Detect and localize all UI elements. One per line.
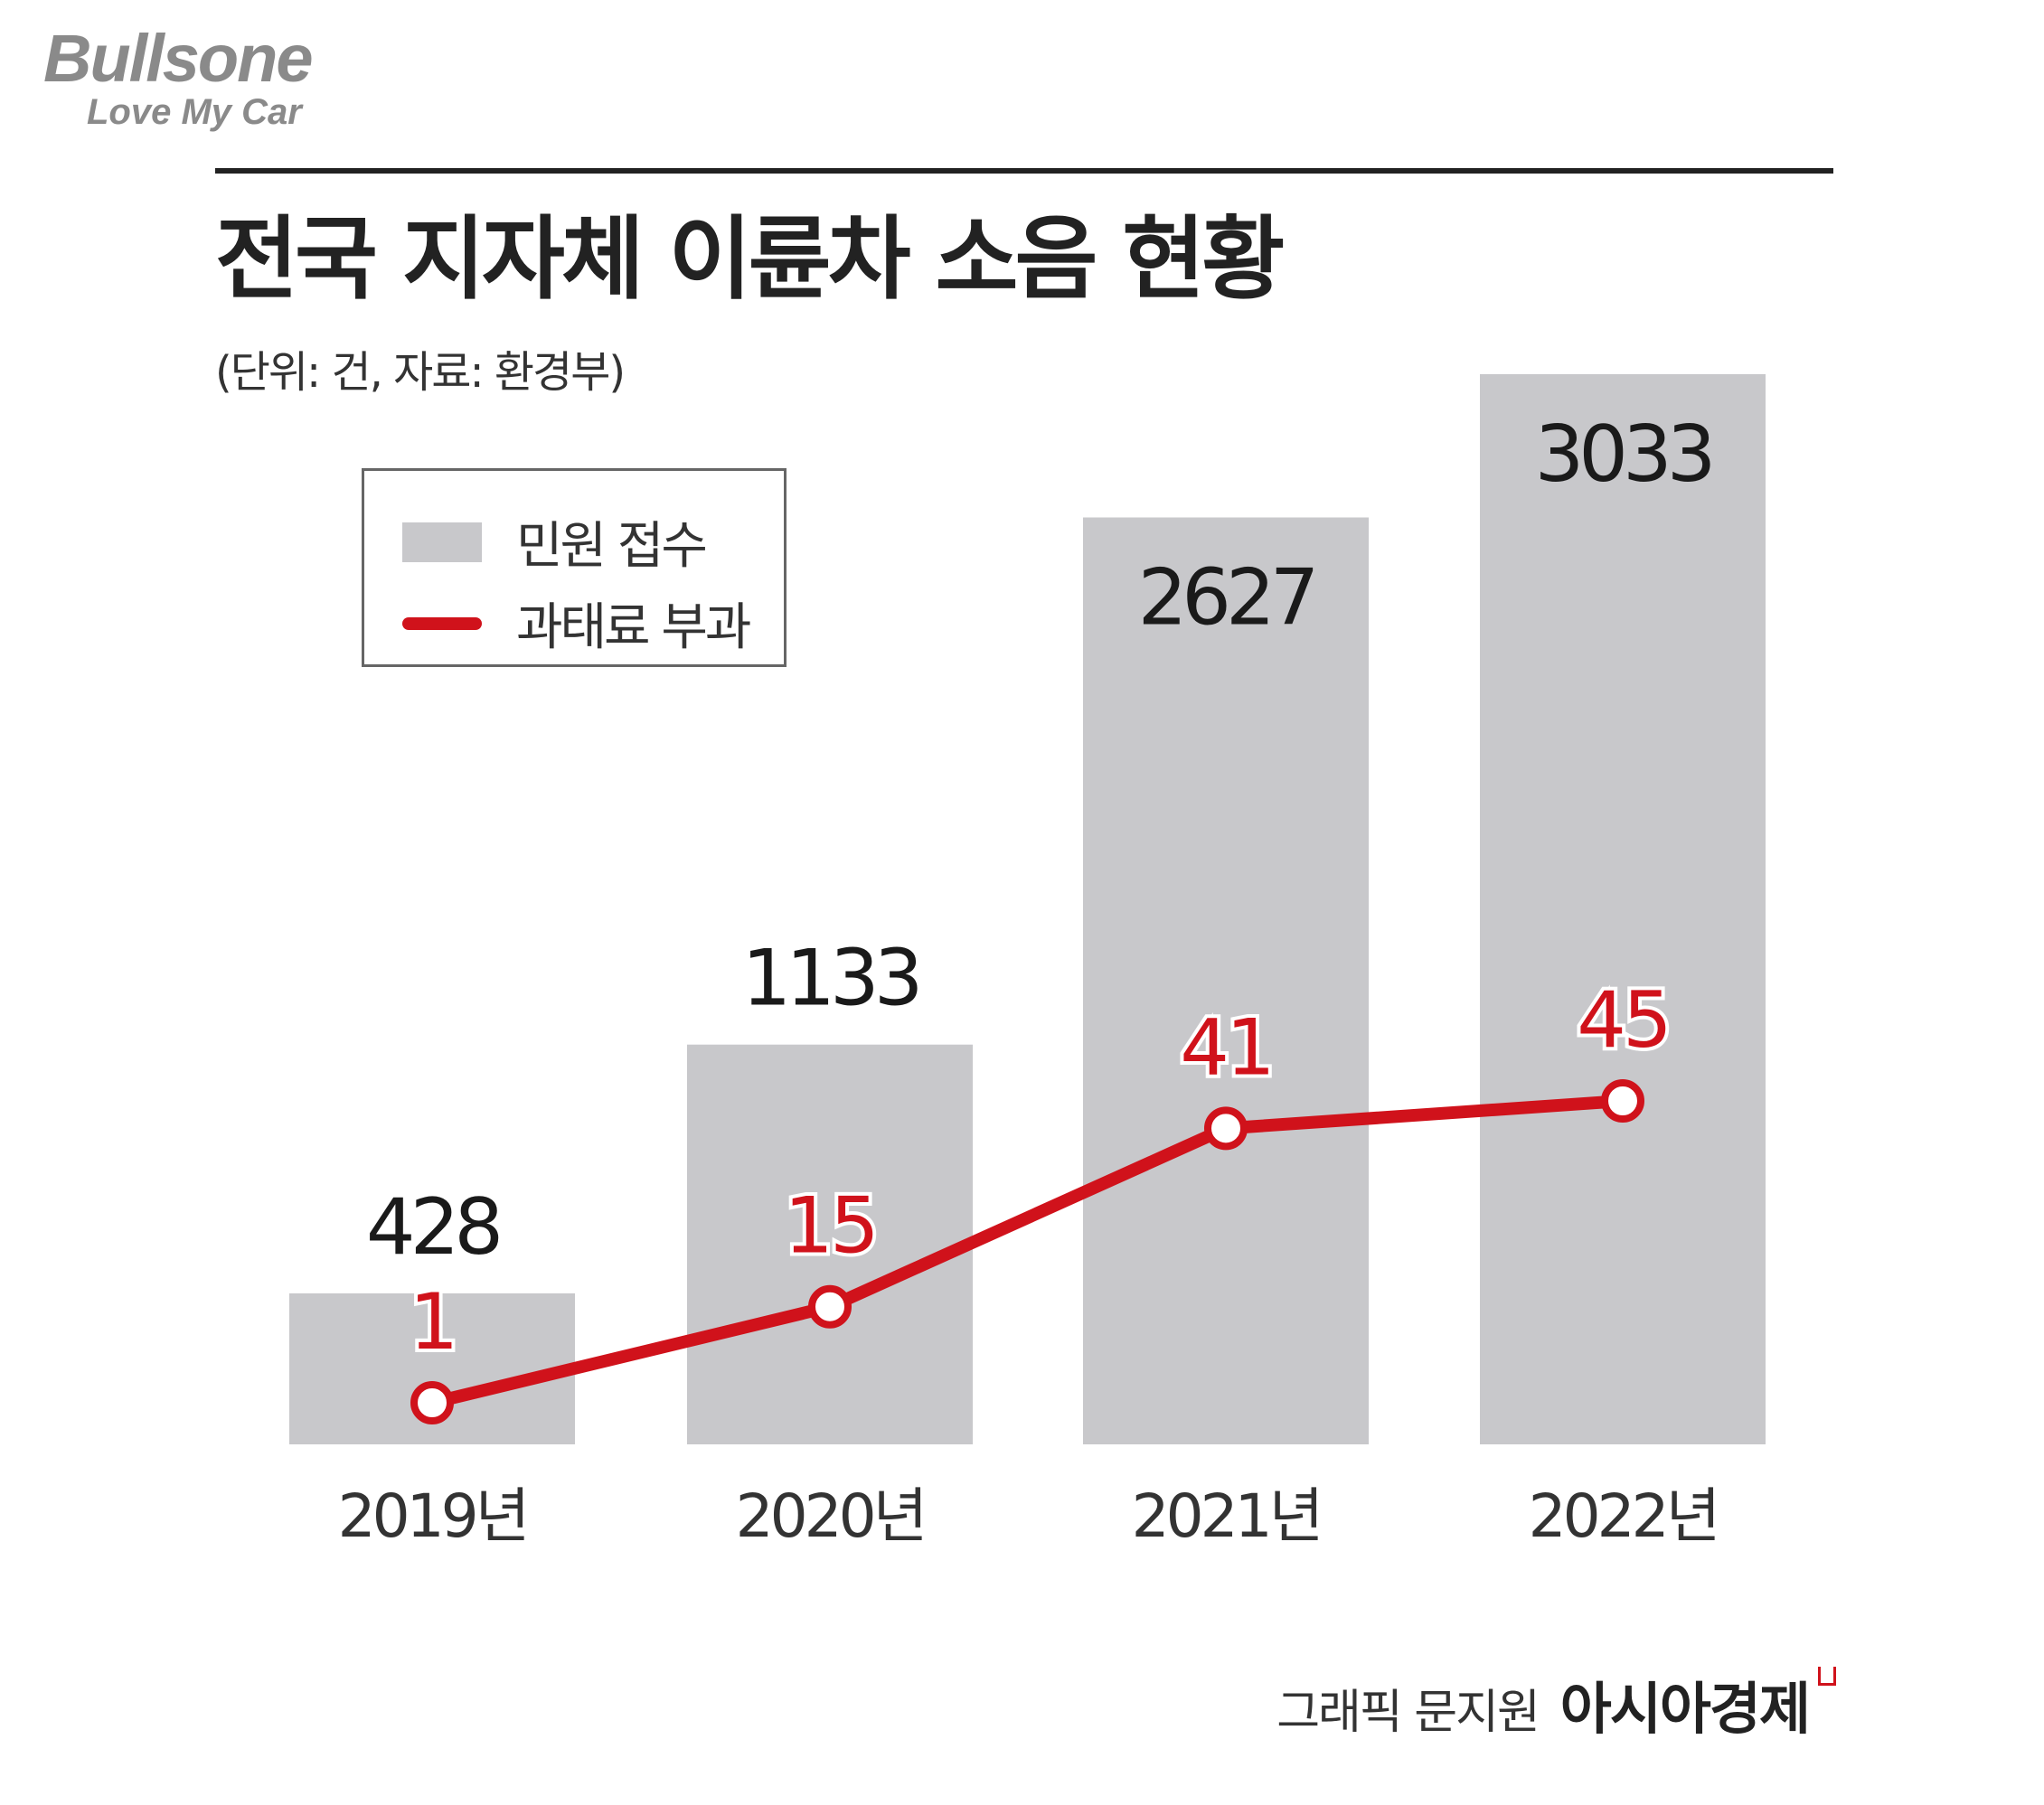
- bar-value-label: 2627: [1138, 552, 1314, 643]
- bar-value-label: 3033: [1535, 409, 1711, 500]
- logo-name: Bullsone: [43, 21, 313, 96]
- line-point: [410, 1381, 454, 1424]
- line-series-path: [426, 1095, 1629, 1409]
- chart-legend: 민원 접수 과태료 부과: [362, 468, 787, 667]
- bar-2021년: [1083, 517, 1369, 1445]
- line-value-label: 41: [1180, 1002, 1271, 1093]
- bar-2020년: [687, 1044, 973, 1444]
- chart-title: 전국 지자체 이륜차 소음 현황: [215, 206, 1285, 312]
- legend-swatch-line: [402, 616, 482, 630]
- line-value-label: 1: [410, 1277, 456, 1368]
- line-value-label: 15: [784, 1181, 875, 1272]
- x-tick-label: 2022년: [1529, 1481, 1718, 1551]
- chart-subtitle: (단위: 건, 자료: 환경부): [215, 347, 626, 398]
- credit-line: 그래픽 문지원 아시아경제: [1276, 1663, 1836, 1744]
- title-divider: [215, 168, 1833, 174]
- line-value-label: 45: [1577, 975, 1668, 1066]
- legend-item-line: 과태료 부과: [402, 587, 751, 660]
- legend-swatch-bar: [402, 522, 482, 562]
- x-tick-label: 2019년: [338, 1481, 527, 1551]
- bar-value-label: 1133: [742, 934, 918, 1024]
- legend-label-line: 과태료 부과: [516, 598, 751, 657]
- logo-tagline: Love My Car: [87, 92, 302, 132]
- line-point: [1204, 1106, 1248, 1151]
- credit-brand: 아시아경제: [1559, 1676, 1811, 1742]
- bar-2022년: [1480, 374, 1766, 1444]
- credit-author: 그래픽 문지원: [1276, 1686, 1540, 1740]
- legend-item-bar: 민원 접수: [402, 505, 708, 578]
- x-tick-label: 2021년: [1132, 1481, 1321, 1551]
- line-point: [808, 1284, 852, 1329]
- legend-label-bar: 민원 접수: [516, 517, 708, 576]
- brand-mark-icon: [1818, 1667, 1836, 1686]
- bar-value-label: 428: [366, 1182, 498, 1273]
- x-tick-label: 2020년: [736, 1481, 925, 1551]
- line-point: [1601, 1079, 1644, 1123]
- brand-logo: Bullsone Love My Car: [43, 21, 313, 133]
